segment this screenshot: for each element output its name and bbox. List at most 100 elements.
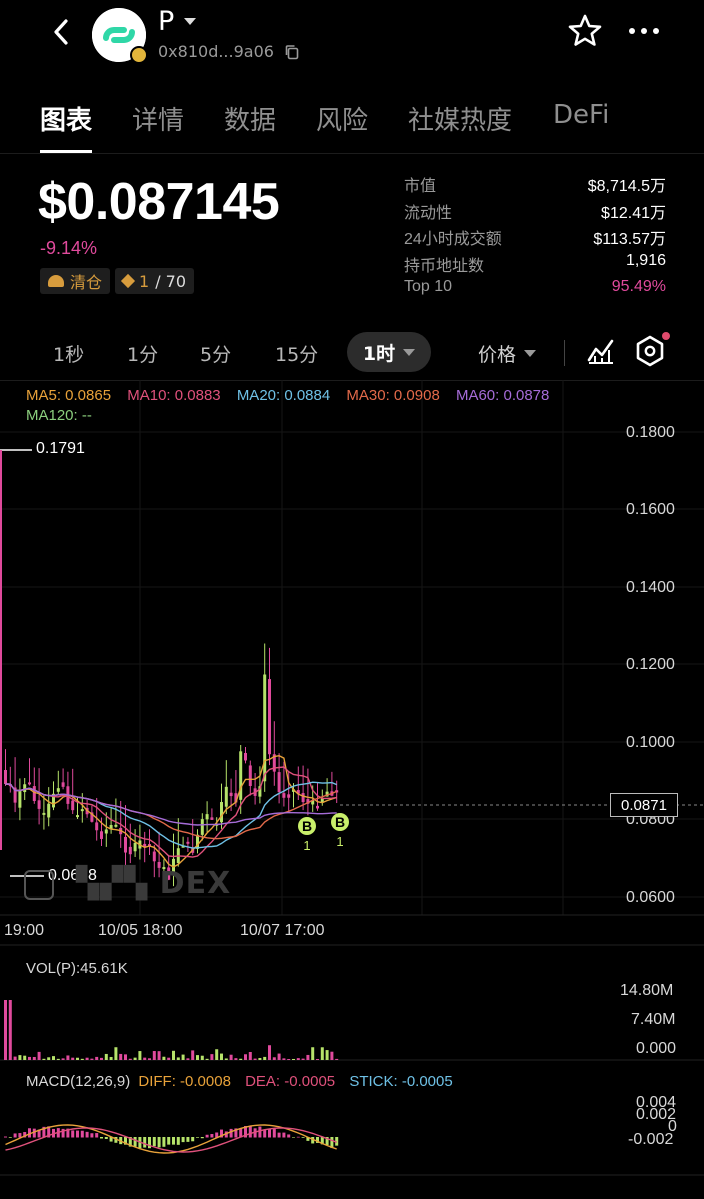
moving-averages xyxy=(5,754,337,868)
stat-value: $113.57万 xyxy=(593,231,666,248)
candle-body xyxy=(311,800,315,805)
stat-label: 流动性 xyxy=(404,204,453,222)
volume-bar xyxy=(335,1058,339,1060)
stat-value: 95.49% xyxy=(611,278,666,295)
macd-bar xyxy=(100,1137,103,1139)
macd-bar xyxy=(162,1137,166,1147)
candle-body xyxy=(301,793,305,803)
tab-social[interactable]: 社媒热度 xyxy=(408,106,513,136)
chevron-down-icon xyxy=(524,350,537,357)
candle-body xyxy=(277,772,281,793)
candle-body xyxy=(152,851,156,862)
tab-defi[interactable]: DeFi xyxy=(553,100,610,130)
volume-bar xyxy=(272,1057,276,1060)
candlestick-chart[interactable]: B 1 B 1 xyxy=(0,380,704,1195)
clear-position-chip[interactable]: 清仓 xyxy=(40,268,111,294)
stat-row: 流动性 $12.41万 xyxy=(404,199,666,226)
candle-body xyxy=(95,822,99,831)
macd-bar xyxy=(167,1137,171,1145)
line-chart-icon xyxy=(587,339,614,364)
macd-bar xyxy=(272,1128,276,1138)
indicator-button[interactable] xyxy=(586,336,616,366)
back-button[interactable] xyxy=(44,14,78,50)
ma20-line xyxy=(5,781,337,849)
volume-bar xyxy=(4,1000,7,1060)
macd-bar xyxy=(215,1132,219,1138)
volume-bar xyxy=(61,1058,65,1060)
stat-row: 市值 $8,714.5万 xyxy=(404,172,666,199)
macd-bar xyxy=(258,1126,262,1138)
ma10-line xyxy=(5,766,337,858)
candle-body xyxy=(162,867,166,870)
stat-value: 1,916 xyxy=(625,251,666,269)
macd-bar xyxy=(301,1137,305,1138)
fullscreen-icon[interactable] xyxy=(24,870,54,900)
volume-bar xyxy=(229,1054,233,1060)
volume-bar xyxy=(138,1051,142,1060)
volume-bar xyxy=(42,1058,46,1060)
volume-bar xyxy=(301,1058,305,1060)
volume-bar xyxy=(143,1057,147,1060)
macd-bar xyxy=(234,1128,238,1138)
volume-legend: VOL(P):45.61K xyxy=(26,960,128,977)
chart-settings-button[interactable] xyxy=(634,332,670,368)
buy-marker-label: B xyxy=(302,818,312,834)
candle-body xyxy=(42,812,46,815)
candle-body xyxy=(268,679,271,755)
stat-label: Top 10 xyxy=(404,278,453,295)
interval-1h-dropdown[interactable]: 1时 xyxy=(347,332,431,372)
y-tick: 0.1800 xyxy=(626,424,675,441)
macd-bar xyxy=(263,1129,267,1138)
low-price-label: 0.0688 xyxy=(48,867,97,884)
macd-bar xyxy=(152,1137,156,1147)
macd-legend: MACD(12,26,9) DIFF: -0.0008 DEA: -0.0005… xyxy=(26,1073,453,1090)
macd-bar xyxy=(239,1128,243,1138)
tab-chart[interactable]: 图表 xyxy=(40,106,93,136)
more-options-button[interactable] xyxy=(624,16,664,46)
interval-5m[interactable]: 5分 xyxy=(200,344,232,366)
volume-bar xyxy=(8,1000,12,1060)
tab-risk[interactable]: 风险 xyxy=(316,106,369,136)
candle-body xyxy=(320,798,324,803)
macd-bar xyxy=(18,1133,22,1138)
candle-body xyxy=(306,799,310,804)
candle-body xyxy=(56,788,60,792)
candle-body xyxy=(234,793,238,803)
volume-bar xyxy=(56,1058,60,1060)
candle-body xyxy=(61,782,65,787)
volume-bar xyxy=(253,1058,257,1060)
volume-bar xyxy=(109,1056,113,1060)
x-tick: 10/05 18:00 xyxy=(98,922,183,939)
token-selector[interactable]: P xyxy=(158,6,197,37)
macd-bar xyxy=(128,1137,132,1147)
volume-bar xyxy=(85,1057,89,1060)
volume-bar xyxy=(100,1057,103,1060)
ma10-value: MA10: 0.0883 xyxy=(127,387,221,404)
token-logo xyxy=(92,8,148,64)
volume-bar xyxy=(316,1058,319,1060)
tab-details[interactable]: 详情 xyxy=(132,106,185,136)
interval-15m[interactable]: 15分 xyxy=(275,344,319,366)
favorite-button[interactable] xyxy=(566,12,604,50)
interval-1s[interactable]: 1秒 xyxy=(53,344,85,366)
volume-bar xyxy=(191,1050,195,1060)
stat-label: 24小时成交额 xyxy=(404,231,502,248)
candle-body xyxy=(282,793,286,798)
macd-bar xyxy=(143,1137,147,1148)
macd-bar xyxy=(191,1137,195,1142)
volume-bar xyxy=(133,1057,137,1060)
interval-1m[interactable]: 1分 xyxy=(127,344,159,366)
settings-hexagon-icon xyxy=(636,335,664,367)
volume-bar xyxy=(28,1056,31,1060)
copy-icon[interactable] xyxy=(284,44,300,60)
token-stats: 市值 $8,714.5万 流动性 $12.41万 24小时成交额 $113.57万 持… xyxy=(404,172,666,305)
x-tick: 19:00 xyxy=(4,922,45,939)
volume-bar xyxy=(220,1053,223,1060)
diamond-icon xyxy=(120,273,136,289)
rank-chip[interactable]: 1 / 70 xyxy=(115,268,195,294)
tab-data[interactable]: 数据 xyxy=(224,106,277,136)
ma60-value: MA60: 0.0878 xyxy=(455,387,550,404)
active-tab-indicator xyxy=(40,150,92,153)
chef-hat-icon xyxy=(48,275,64,287)
price-type-dropdown[interactable]: 价格 xyxy=(478,340,537,367)
